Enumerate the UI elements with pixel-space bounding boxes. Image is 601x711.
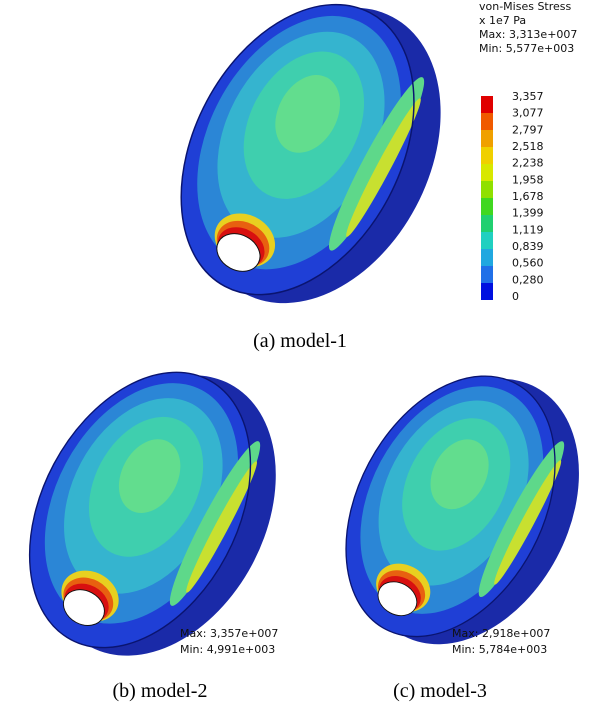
legend-level: 1,678 (512, 190, 544, 203)
caption: (b) model-2 (113, 680, 208, 702)
legend-level: 1,958 (512, 173, 544, 186)
legend-level: 3,357 (512, 90, 544, 103)
legend-level: 3,077 (512, 107, 544, 120)
legend-level: 2,238 (512, 157, 544, 170)
colorbar (481, 96, 493, 300)
legend-level: 0,280 (512, 273, 544, 286)
legend-level: 0,839 (512, 240, 544, 253)
legend-level: 0 (512, 290, 519, 303)
legend-min: Min: 5,577e+003 (479, 42, 574, 55)
caption: (c) model-3 (393, 680, 487, 702)
max-label: Max: 2,918e+007 (452, 627, 550, 640)
legend-level: 1,399 (512, 207, 544, 220)
legend: von-Mises Stress x 1e7 Pa Max: 3,313e+00… (479, 0, 577, 300)
min-label: Min: 4,991e+003 (180, 643, 275, 656)
caption: (a) model-1 (253, 330, 347, 352)
model-1-plot (133, 0, 491, 349)
max-label: Max: 3,357e+007 (180, 627, 278, 640)
legend-level: 2,518 (512, 140, 544, 153)
min-label: Min: 5,784e+003 (452, 643, 547, 656)
legend-title: von-Mises Stress (479, 0, 572, 13)
legend-level: 1,119 (512, 223, 544, 236)
legend-level: 2,797 (512, 123, 544, 136)
legend-max: Max: 3,313e+007 (479, 28, 577, 41)
legend-level: 0,560 (512, 257, 544, 270)
legend-unit: x 1e7 Pa (479, 14, 526, 27)
